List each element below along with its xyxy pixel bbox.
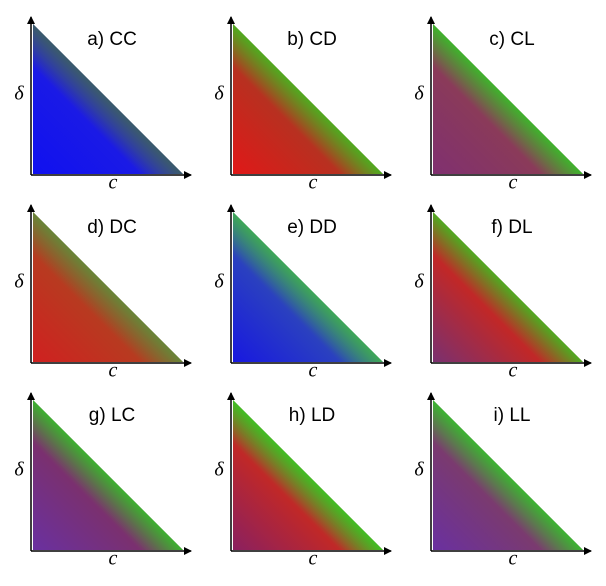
panel-label: a) CC bbox=[87, 29, 137, 50]
panel: d) DC δ c bbox=[14, 204, 192, 382]
heatmap-overlay bbox=[33, 24, 183, 174]
panel-label: f) DL bbox=[491, 217, 532, 238]
panel: b) CD δ c bbox=[214, 16, 392, 194]
heatmap-overlay bbox=[433, 212, 583, 362]
panel: h) LD δ c bbox=[214, 392, 392, 570]
heatmap-overlay bbox=[33, 400, 183, 550]
panel: a) CC δ c bbox=[14, 16, 192, 194]
panel: i) LL δ c bbox=[414, 392, 592, 570]
heatmap-overlay bbox=[433, 24, 583, 174]
panel: g) LC δ c bbox=[14, 392, 192, 570]
panel: f) DL δ c bbox=[414, 204, 592, 382]
x-axis-label: c bbox=[109, 548, 118, 570]
y-axis-label: δ bbox=[414, 271, 424, 293]
x-axis-label: c bbox=[309, 172, 318, 194]
y-axis-label: δ bbox=[14, 83, 24, 105]
heatmap-overlay bbox=[233, 400, 383, 550]
panel-label: d) DC bbox=[87, 217, 137, 238]
y-axis-label: δ bbox=[14, 271, 24, 293]
y-axis-label: δ bbox=[214, 459, 224, 481]
heatmap-overlay bbox=[233, 24, 383, 174]
heatmap-overlay bbox=[233, 212, 383, 362]
x-axis-label: c bbox=[309, 360, 318, 382]
y-axis-label: δ bbox=[214, 271, 224, 293]
heatmap-overlay bbox=[33, 212, 183, 362]
y-axis-label: δ bbox=[14, 459, 24, 481]
panel-label: g) LC bbox=[89, 405, 135, 426]
panel-label: i) LL bbox=[494, 405, 531, 426]
x-axis-label: c bbox=[109, 360, 118, 382]
panel-label: c) CL bbox=[489, 29, 534, 50]
y-axis-label: δ bbox=[414, 83, 424, 105]
panel-label: e) DD bbox=[287, 217, 337, 238]
x-axis-label: c bbox=[109, 172, 118, 194]
y-axis-label: δ bbox=[414, 459, 424, 481]
panel: c) CL δ c bbox=[414, 16, 592, 194]
x-axis-label: c bbox=[509, 172, 518, 194]
panel: e) DD δ c bbox=[214, 204, 392, 382]
x-axis-label: c bbox=[509, 548, 518, 570]
x-axis-label: c bbox=[309, 548, 318, 570]
heatmap-overlay bbox=[433, 400, 583, 550]
panel-label: b) CD bbox=[287, 29, 337, 50]
y-axis-label: δ bbox=[214, 83, 224, 105]
x-axis-label: c bbox=[509, 360, 518, 382]
panel-label: h) LD bbox=[289, 405, 335, 426]
